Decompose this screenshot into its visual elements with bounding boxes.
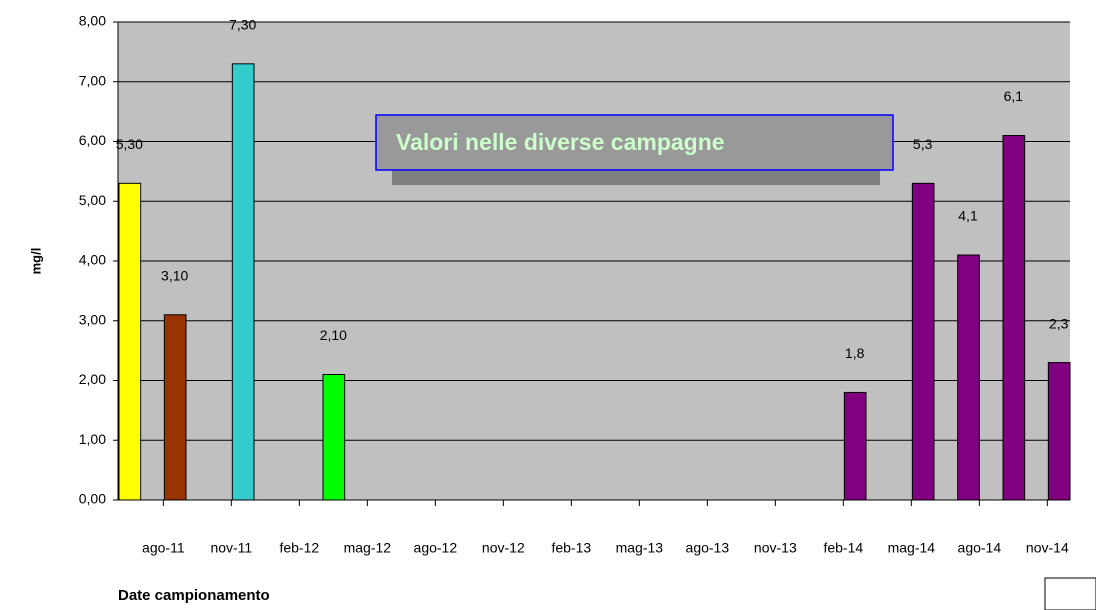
x-tick-label: mag-12	[344, 540, 392, 556]
data-label: 5,3	[913, 136, 933, 152]
x-tick-label: nov-14	[1026, 540, 1069, 556]
y-tick-label: 1,00	[79, 431, 106, 447]
y-tick-label: 0,00	[79, 491, 106, 507]
data-label: 1,8	[845, 345, 865, 361]
y-axis-title: mg/l	[28, 248, 43, 275]
bar	[118, 182, 142, 501]
x-axis-title: Date campionamento	[118, 587, 270, 604]
data-label: 2,10	[320, 327, 347, 343]
bar	[957, 254, 980, 501]
bar	[911, 182, 935, 501]
data-label: 6,1	[1004, 88, 1024, 104]
y-tick-label: 4,00	[79, 252, 106, 268]
x-tick-label: ago-13	[686, 540, 730, 556]
y-tick-label: 2,00	[79, 371, 106, 387]
annotation-box	[375, 114, 894, 171]
bar	[1002, 135, 1026, 501]
x-tick-label: ago-12	[414, 540, 458, 556]
bar	[322, 374, 346, 501]
x-tick-label: mag-13	[616, 540, 664, 556]
x-tick-label: ago-14	[958, 540, 1002, 556]
frame-box	[1044, 577, 1096, 610]
x-tick-label: nov-13	[754, 540, 797, 556]
bar	[231, 63, 255, 501]
x-tick-label: feb-12	[279, 540, 319, 556]
x-tick-label: mag-14	[888, 540, 936, 556]
data-label: 5,30	[116, 136, 143, 152]
data-label: 4,1	[958, 208, 978, 224]
y-tick-label: 5,00	[79, 192, 106, 208]
x-tick-label: feb-14	[823, 540, 863, 556]
bar	[1047, 362, 1071, 501]
annotation: Valori nelle diverse campagne	[396, 129, 725, 155]
y-tick-label: 7,00	[79, 72, 106, 88]
y-tick-label: 6,00	[79, 132, 106, 148]
x-tick-label: feb-13	[551, 540, 591, 556]
data-label: 3,10	[161, 267, 188, 283]
bar	[163, 314, 187, 501]
bar	[843, 391, 867, 501]
x-tick-label: nov-12	[482, 540, 525, 556]
x-tick-label: nov-11	[210, 540, 252, 556]
x-tick-label: ago-11	[142, 540, 185, 556]
y-tick-label: 3,00	[79, 311, 106, 327]
data-label: 2,3	[1049, 315, 1069, 331]
y-tick-label: 8,00	[79, 13, 106, 29]
data-label: 7,30	[229, 17, 256, 33]
